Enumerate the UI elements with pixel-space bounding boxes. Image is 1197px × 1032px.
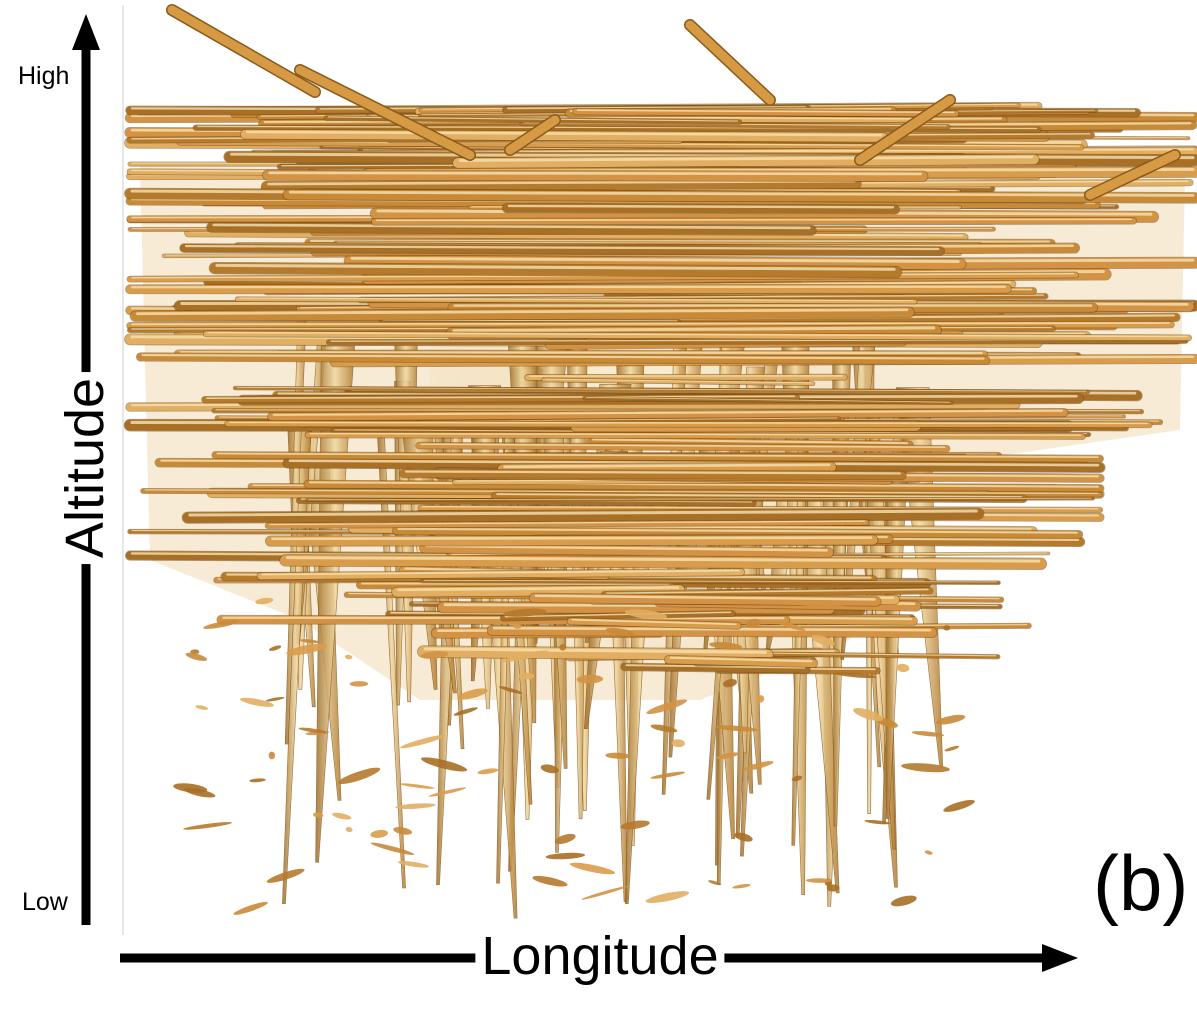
fragment xyxy=(943,625,950,631)
fragment xyxy=(370,829,389,839)
fragment xyxy=(453,706,478,717)
rod-highlight xyxy=(509,206,893,207)
rod-highlight xyxy=(132,287,1005,288)
fragment xyxy=(942,798,976,815)
fragment xyxy=(864,819,890,825)
fragment xyxy=(732,883,751,889)
fragment xyxy=(350,681,369,687)
rod-highlight xyxy=(377,219,1131,220)
y-axis-title: Altitude xyxy=(54,372,116,564)
fragment xyxy=(645,889,690,906)
rod-highlight xyxy=(132,323,1169,324)
x-axis-title: Longitude xyxy=(475,925,724,987)
fragment xyxy=(477,767,498,775)
fragment xyxy=(400,782,435,790)
y-axis-low-label: Low xyxy=(22,888,68,917)
fragment xyxy=(345,826,353,832)
y-axis-high-label: High xyxy=(18,62,69,91)
fragment xyxy=(268,751,275,759)
fragment xyxy=(337,765,382,787)
fragment xyxy=(195,704,208,710)
fragment xyxy=(233,900,269,917)
rod-highlight xyxy=(270,173,921,174)
fragment xyxy=(605,752,630,759)
rod-highlight xyxy=(181,352,982,353)
rod xyxy=(130,289,1007,290)
fragment xyxy=(183,821,232,832)
fragment xyxy=(249,778,266,783)
fragment xyxy=(332,811,352,821)
fragment xyxy=(650,770,685,780)
rod-highlight xyxy=(230,422,1148,423)
diagonal-rod xyxy=(172,10,315,92)
fragment xyxy=(265,696,284,702)
fragment xyxy=(896,663,910,672)
fragment xyxy=(924,850,933,856)
fragment xyxy=(545,852,585,860)
fragment xyxy=(944,745,960,753)
fragment xyxy=(569,860,616,876)
rod-highlight xyxy=(273,538,871,539)
fragment xyxy=(370,841,415,857)
diagonal-rod xyxy=(690,25,770,100)
panel-label: (b) xyxy=(1093,838,1188,929)
fragment xyxy=(269,644,282,652)
fragment xyxy=(581,885,629,901)
fragment xyxy=(672,739,686,748)
fragment xyxy=(532,874,569,889)
fragment xyxy=(239,696,274,709)
rod xyxy=(268,175,923,176)
fragment xyxy=(344,654,352,659)
rod xyxy=(271,540,873,541)
fragment xyxy=(890,893,918,908)
